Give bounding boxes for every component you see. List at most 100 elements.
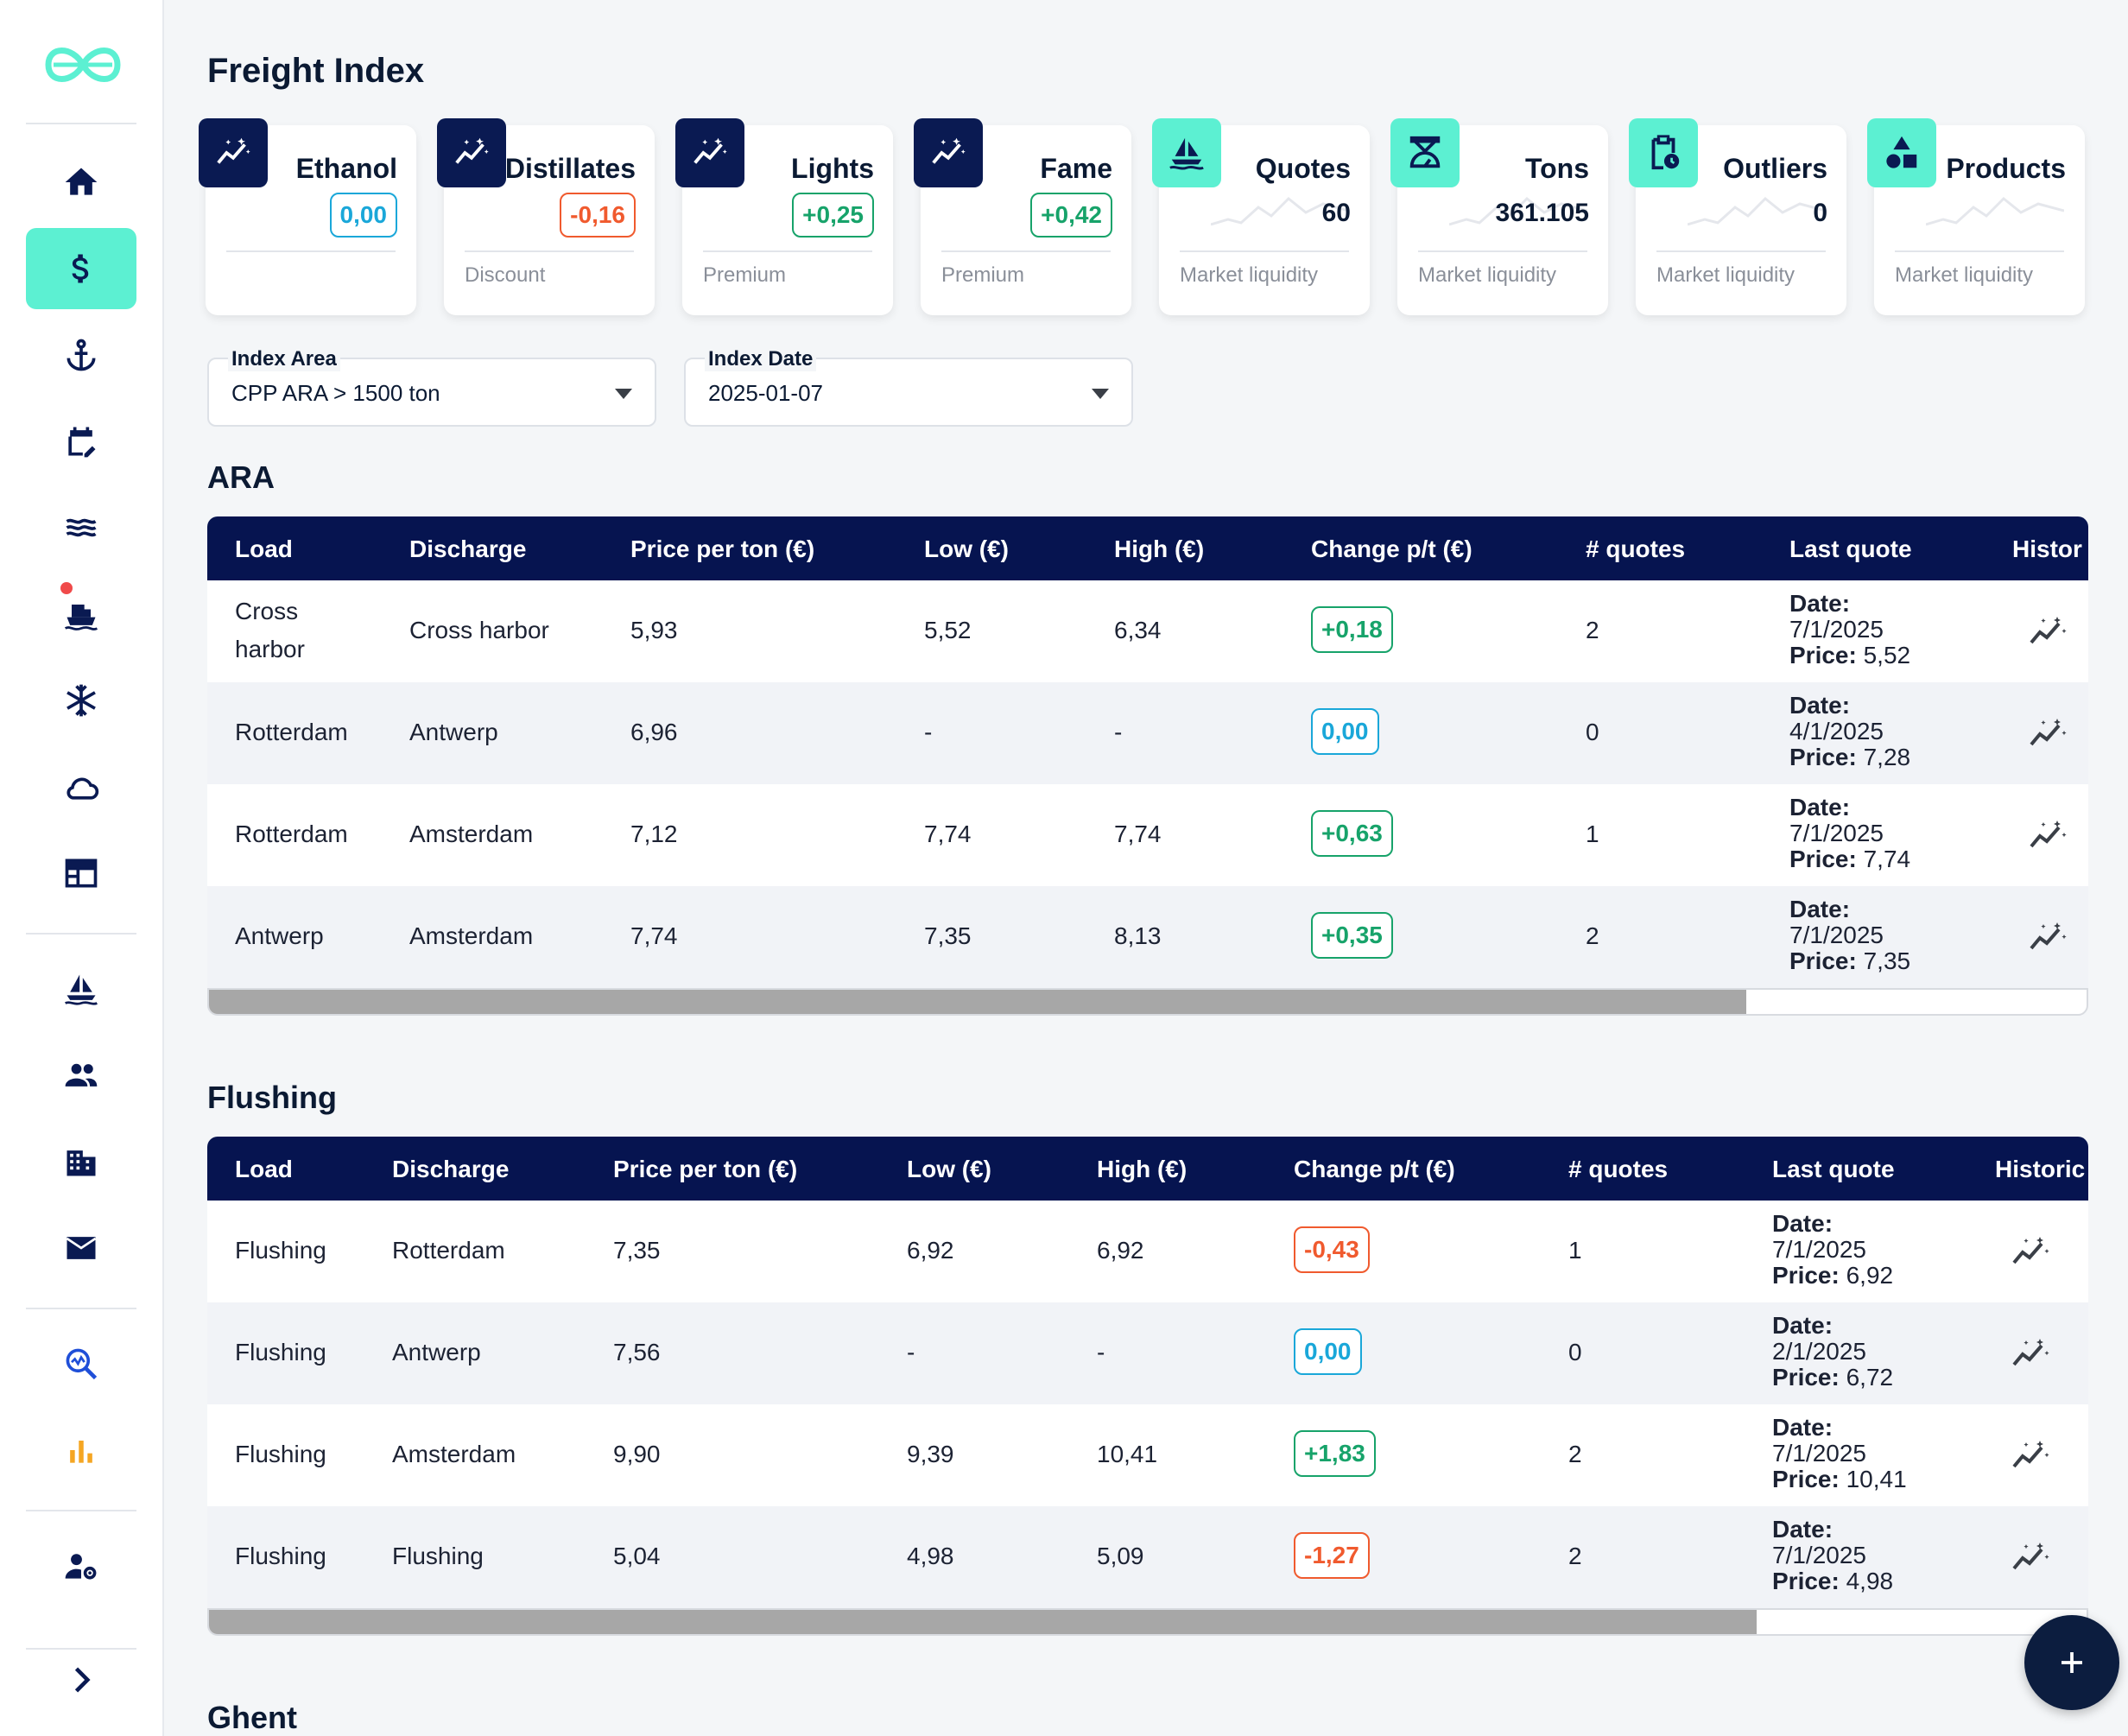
column-header[interactable]: Load: [235, 535, 293, 562]
sidebar-item-mail[interactable]: [26, 1207, 136, 1289]
sidebar: [0, 0, 164, 1736]
index-area-label: Index Area: [228, 347, 340, 371]
table-row[interactable]: Flushing Antwerp 7,56 - - 0,00 0 Date: 2/1/2025 P…: [207, 1302, 2088, 1404]
history-chart-icon[interactable]: [2011, 1439, 2052, 1473]
sidebar-item-cooling[interactable]: [26, 660, 136, 741]
clipboard-clock-icon: [1629, 118, 1698, 187]
column-header[interactable]: High (€): [1114, 535, 1205, 562]
kpi-card-products[interactable]: Products Market liquidity: [1867, 118, 2085, 315]
table-row[interactable]: Flushing Amsterdam 9,90 9,39 10,41 +1,83 2 Date…: [207, 1404, 2088, 1506]
add-button[interactable]: [2024, 1615, 2119, 1710]
column-header[interactable]: Price per ton (€): [613, 1156, 798, 1182]
sidebar-item-ports[interactable]: [26, 314, 136, 396]
quotes-cell: 2: [1568, 1441, 1582, 1467]
sidebar-item-companies[interactable]: [26, 1121, 136, 1202]
history-chart-icon[interactable]: [2028, 819, 2069, 853]
change-badge: 0,00: [1294, 1328, 1362, 1375]
date-label: Date:: [1772, 1312, 1834, 1339]
date-label: Date:: [1789, 896, 1851, 922]
date-label: Date:: [1789, 794, 1851, 820]
table-row[interactable]: Cross harbor Cross harbor 5,93 5,52 6,34 +0,1…: [207, 580, 2088, 682]
history-chart-icon[interactable]: [2011, 1235, 2052, 1270]
price-label: Price:: [1789, 846, 1857, 872]
table-row[interactable]: Rotterdam Amsterdam 7,12 7,74 7,74 +0,63 1 Date…: [207, 784, 2088, 886]
column-header[interactable]: Low (€): [907, 1156, 991, 1182]
chevron-right-icon: [74, 1667, 91, 1693]
index-date-label: Index Date: [705, 347, 817, 371]
table-row[interactable]: Flushing Rotterdam 7,35 6,92 6,92 -0,43 1 Date:…: [207, 1201, 2088, 1302]
kpi-card-ethanol[interactable]: Ethanol 0,00: [199, 118, 416, 315]
column-header[interactable]: Last quote: [1789, 535, 1912, 562]
table-row[interactable]: Flushing Flushing 5,04 4,98 5,09 -1,27 2 Date: 7…: [207, 1506, 2088, 1608]
index-area-select[interactable]: Index Area CPP ARA > 1500 ton: [207, 347, 656, 427]
table-icon: [65, 858, 98, 888]
cloud-icon: [66, 777, 99, 800]
kpi-badge: -0,16: [560, 193, 636, 238]
discharge-cell: Amsterdam: [409, 922, 534, 949]
sidebar-item-user-settings[interactable]: [26, 1525, 136, 1606]
kpi-divider: [1418, 250, 1587, 252]
sidebar-item-fleet[interactable]: [26, 948, 136, 1030]
column-header[interactable]: Low (€): [924, 535, 1009, 562]
sidebar-item-home[interactable]: [26, 142, 136, 223]
change-badge: 0,00: [1311, 708, 1379, 755]
quotes-cell: 0: [1586, 719, 1599, 745]
waves-icon: [66, 518, 97, 537]
kpi-divider: [941, 250, 1111, 252]
high-cell: -: [1097, 1339, 1105, 1365]
logo-icon[interactable]: [41, 39, 124, 91]
sidebar-item-calendar[interactable]: [26, 401, 136, 482]
kpi-card-fame[interactable]: Fame +0,42 Premium: [914, 118, 1131, 315]
column-header[interactable]: Last quote: [1772, 1156, 1895, 1182]
horizontal-scrollbar[interactable]: [207, 988, 2088, 1016]
kpi-divider: [1895, 250, 2064, 252]
kpi-card-tons[interactable]: Tons 361.105 Market liquidity: [1390, 118, 1608, 315]
sidebar-item-weather[interactable]: [26, 746, 136, 827]
scrollbar-thumb[interactable]: [209, 1610, 1757, 1634]
high-cell: 10,41: [1097, 1441, 1158, 1467]
column-header[interactable]: High (€): [1097, 1156, 1188, 1182]
sidebar-item-waters[interactable]: [26, 487, 136, 568]
high-cell: 6,34: [1114, 617, 1162, 643]
history-chart-icon[interactable]: [2028, 615, 2069, 649]
sidebar-item-analysis[interactable]: [26, 1323, 136, 1404]
kpi-card-lights[interactable]: Lights +0,25 Premium: [675, 118, 893, 315]
column-header[interactable]: Discharge: [409, 535, 527, 562]
history-chart-icon[interactable]: [2011, 1541, 2052, 1575]
column-header[interactable]: Load: [235, 1156, 293, 1182]
index-date-select[interactable]: Index Date 2025-01-07: [684, 347, 1133, 427]
last-quote-cell: Date: 7/1/2025 Price: 7,35: [1789, 897, 1910, 974]
history-chart-icon[interactable]: [2028, 921, 2069, 955]
history-chart-icon[interactable]: [2028, 717, 2069, 751]
scrollbar-thumb[interactable]: [209, 990, 1746, 1014]
home-icon: [65, 168, 98, 195]
sidebar-item-pricing[interactable]: [26, 228, 136, 309]
kpi-card-outliers[interactable]: Outliers 0 Market liquidity: [1629, 118, 1846, 315]
sidebar-expand-button[interactable]: [26, 1641, 136, 1719]
sidebar-item-vessels[interactable]: [26, 573, 136, 655]
column-header[interactable]: Change p/t (€): [1311, 535, 1472, 562]
kpi-card-distillates[interactable]: Distillates -0,16 Discount: [437, 118, 655, 315]
column-header[interactable]: # quotes: [1568, 1156, 1669, 1182]
horizontal-scrollbar[interactable]: [207, 1608, 2088, 1636]
sidebar-item-tables[interactable]: [26, 833, 136, 914]
column-header[interactable]: Discharge: [392, 1156, 510, 1182]
kpi-card-quotes[interactable]: Quotes 60 Market liquidity: [1152, 118, 1370, 315]
column-header[interactable]: Historic: [1995, 1156, 2086, 1182]
high-cell: 5,09: [1097, 1543, 1144, 1569]
price-label: Price:: [1789, 947, 1857, 974]
trend-sparkle-icon: [914, 118, 983, 187]
sidebar-item-reports[interactable]: [26, 1410, 136, 1491]
sidebar-item-contacts[interactable]: [26, 1035, 136, 1116]
table-row[interactable]: Rotterdam Antwerp 6,96 - - 0,00 0 Date: 4/1/2025…: [207, 682, 2088, 784]
sidebar-divider: [26, 1510, 136, 1511]
building-icon: [66, 1150, 96, 1176]
column-header[interactable]: # quotes: [1586, 535, 1686, 562]
column-header[interactable]: Price per ton (€): [630, 535, 815, 562]
column-header[interactable]: Histor: [2012, 535, 2082, 562]
table-row[interactable]: Antwerp Amsterdam 7,74 7,35 8,13 +0,35 2 Date: 7…: [207, 886, 2088, 988]
column-header[interactable]: Change p/t (€): [1294, 1156, 1455, 1182]
flushing-table: Load Discharge Price per ton (€) Low (€) Hig…: [207, 1137, 2088, 1636]
history-chart-icon[interactable]: [2011, 1337, 2052, 1372]
last-quote-date: 7/1/2025: [1789, 922, 1884, 948]
